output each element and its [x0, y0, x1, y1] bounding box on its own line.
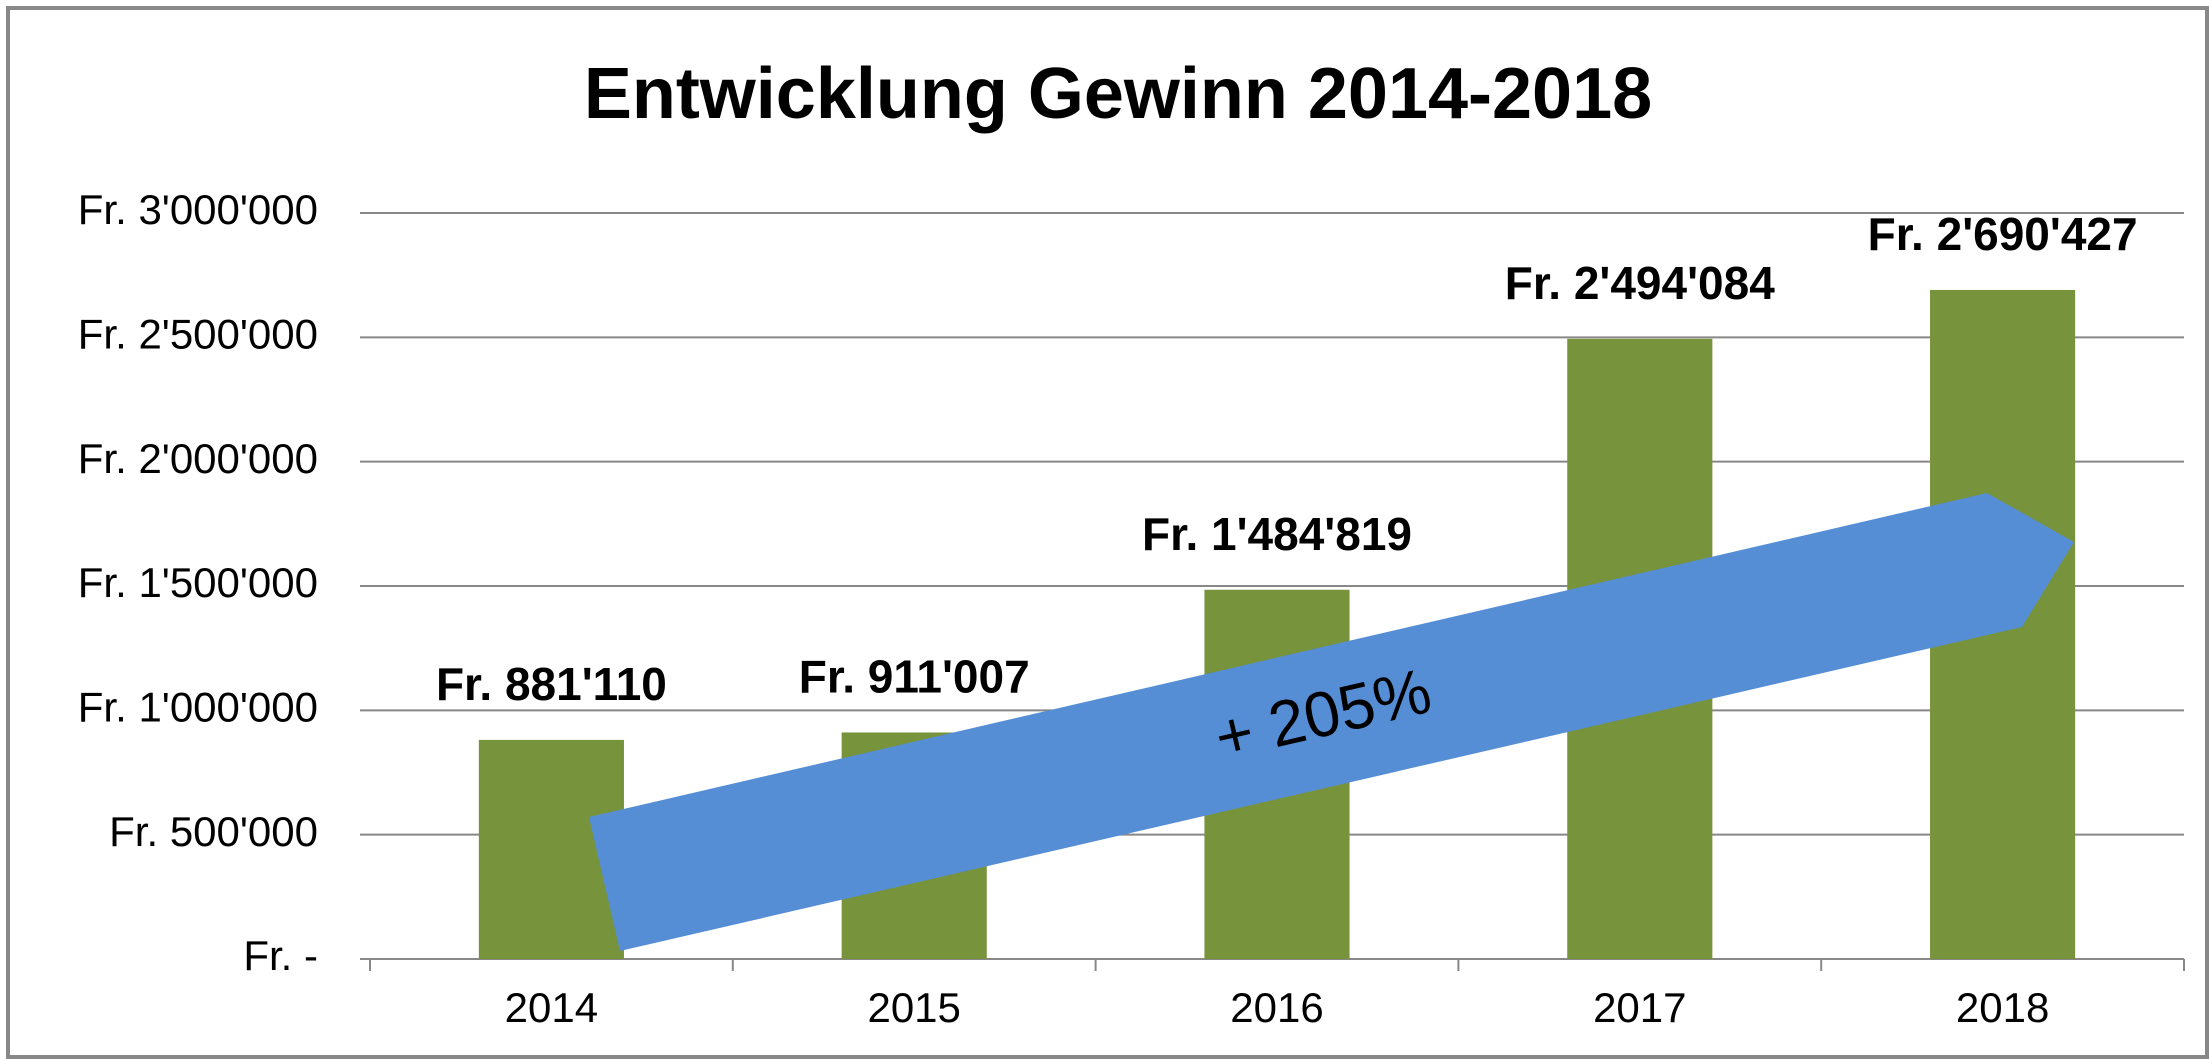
y-tick-label: Fr. 500'000: [109, 808, 318, 855]
data-label: Fr. 1'484'819: [1142, 508, 1412, 560]
data-label: Fr. 911'007: [799, 651, 1030, 703]
x-tick-label: 2018: [1956, 984, 2049, 1031]
trend-arrow: [589, 493, 2074, 951]
y-tick-label: Fr. 2'000'000: [78, 435, 318, 482]
data-label: Fr. 881'110: [436, 658, 667, 710]
data-label: Fr. 2'494'084: [1505, 257, 1775, 309]
chart-title: Entwicklung Gewinn 2014-2018: [584, 54, 1652, 134]
y-tick-label: Fr. 1'000'000: [78, 683, 318, 730]
x-tick-label: 2017: [1593, 984, 1686, 1031]
data-label: Fr. 2'690'427: [1868, 208, 2138, 260]
y-tick-label: Fr. 2'500'000: [78, 310, 318, 357]
x-tick-label: 2015: [867, 984, 960, 1031]
x-tick-label: 2016: [1230, 984, 1323, 1031]
y-tick-label: Fr. -: [243, 932, 318, 979]
y-tick-label: Fr. 1'500'000: [78, 559, 318, 606]
y-tick-label: Fr. 3'000'000: [78, 186, 318, 233]
x-tick-label: 2014: [505, 984, 598, 1031]
